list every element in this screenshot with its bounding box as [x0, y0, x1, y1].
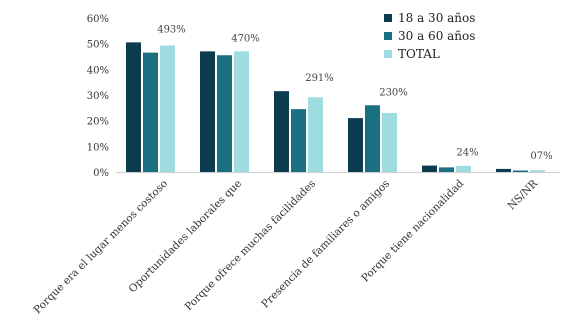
bar-1-4 [348, 118, 363, 172]
data-label: 230% [379, 87, 408, 98]
bar-3-3 [308, 97, 323, 172]
bar-3-4 [382, 112, 397, 172]
legend-label: 30 a 60 años [398, 29, 475, 43]
y-tick-label: 60% [87, 14, 109, 25]
y-tick-label: 0% [93, 168, 109, 179]
category-label: Porque era el lugar menos costoso [31, 178, 170, 317]
bar-2-3 [291, 109, 306, 172]
bar-2-5 [439, 167, 454, 172]
y-tick-label: 30% [87, 91, 109, 102]
bar-3-1 [160, 45, 175, 172]
y-tick-label: 50% [87, 40, 109, 51]
bar-3-6 [530, 170, 545, 172]
y-tick-label: 20% [87, 117, 109, 128]
bar-1-5 [422, 165, 437, 172]
bar-3-2 [234, 51, 249, 172]
legend-label: TOTAL [398, 47, 440, 61]
y-tick-label: 40% [87, 65, 109, 76]
bar-1-1 [126, 42, 141, 173]
data-label: 291% [305, 73, 334, 84]
legend-swatch [384, 32, 392, 40]
category-label: Presencia de familiares o amigos [259, 178, 392, 311]
category-label: Porque ofrece muchas facilidades [183, 178, 319, 314]
bar-2-1 [143, 52, 158, 172]
bar-2-4 [365, 105, 380, 172]
data-label: 470% [231, 33, 260, 44]
y-tick-label: 10% [87, 142, 109, 153]
bar-2-6 [513, 170, 528, 172]
bar-3-5 [456, 165, 471, 172]
bar-2-2 [217, 55, 232, 172]
bar-1-3 [274, 91, 289, 172]
legend-label: 18 a 30 años [398, 11, 475, 25]
data-label: 493% [157, 24, 186, 35]
legend-swatch [384, 14, 392, 22]
data-label: 07% [530, 151, 552, 162]
bar-1-6 [496, 168, 511, 172]
category-label: NS/NR [505, 177, 540, 212]
data-label: 24% [456, 148, 478, 159]
bar-1-2 [200, 51, 215, 172]
legend-swatch [384, 50, 392, 58]
